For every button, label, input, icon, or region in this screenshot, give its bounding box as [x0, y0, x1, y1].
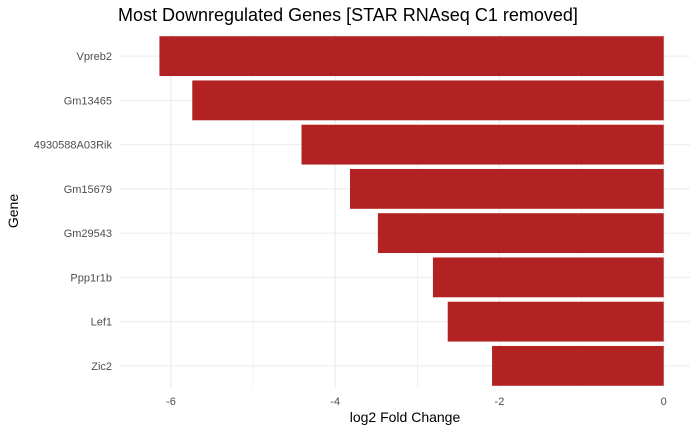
- x-axis-title: log2 Fold Change: [350, 409, 461, 425]
- bar-gm15679: [349, 168, 664, 209]
- bar-gm29543: [377, 213, 664, 254]
- y-tick-label: Gm15679: [64, 184, 112, 196]
- x-tick-label: -2: [495, 396, 505, 408]
- x-tick-label: -6: [166, 396, 176, 408]
- bar-gm13465: [192, 80, 664, 121]
- y-tick-label: Ppp1r1b: [70, 272, 112, 284]
- bar-4930588a03rik: [301, 124, 664, 165]
- y-tick-label: Vpreb2: [77, 51, 112, 63]
- bars-layer: [159, 36, 664, 386]
- y-tick-labels: Vpreb2 Gm13465 4930588A03Rik Gm15679 Gm29543…: [34, 51, 113, 373]
- bar-ppp1r1b: [432, 257, 664, 298]
- y-tick-label: Gm29543: [64, 228, 112, 240]
- bar-vpreb2: [159, 36, 664, 77]
- y-axis-title: Gene: [5, 194, 21, 228]
- chart-title: Most Downregulated Genes [STAR RNAseq C1…: [118, 5, 578, 25]
- x-tick-label: 0: [661, 396, 667, 408]
- y-tick-label: Lef1: [91, 317, 112, 329]
- y-tick-label: Gm13465: [64, 95, 112, 107]
- y-tick-label: 4930588A03Rik: [34, 140, 113, 152]
- bar-lef1: [447, 301, 664, 342]
- x-tick-label: -4: [330, 396, 340, 408]
- bar-zic2: [492, 345, 664, 386]
- y-tick-label: Zic2: [91, 361, 112, 373]
- x-tick-labels: -6 -4 -2 0: [166, 396, 667, 408]
